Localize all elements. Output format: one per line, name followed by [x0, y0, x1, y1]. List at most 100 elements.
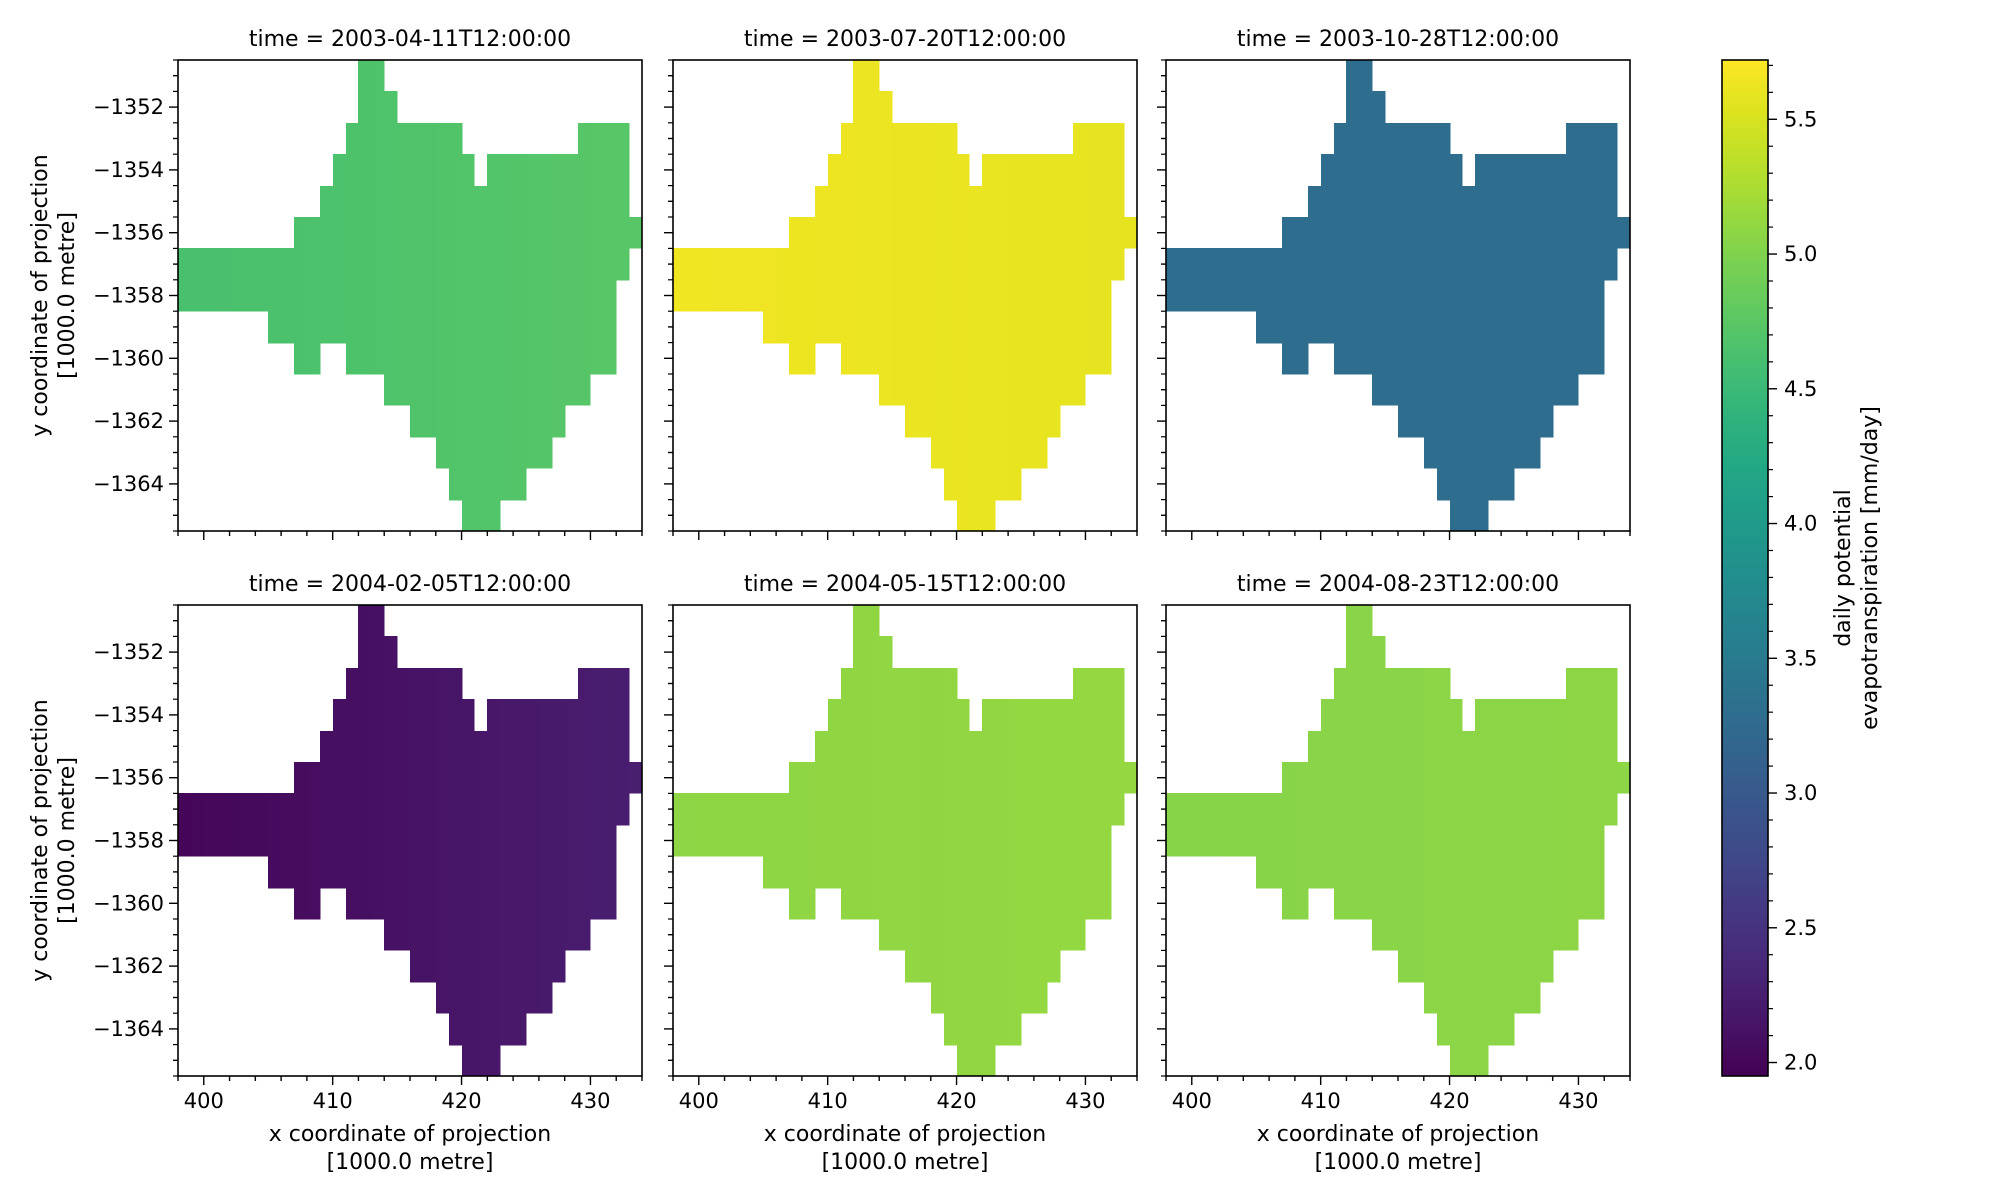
heatmap-cell [565, 888, 579, 920]
heatmap-cell [931, 154, 945, 187]
heatmap-cell [590, 123, 604, 155]
heatmap-cell [995, 1013, 1009, 1046]
heatmap-cell [1398, 217, 1412, 249]
heatmap-cell [1321, 825, 1335, 857]
heatmap-cell [1411, 919, 1425, 951]
heatmap-cell [552, 374, 566, 406]
heatmap-cell [737, 793, 751, 826]
heatmap-cell [1085, 154, 1099, 187]
heatmap-cell [995, 982, 1009, 1014]
heatmap-cell [487, 248, 501, 281]
heatmap-cell [268, 856, 282, 889]
heatmap-cell [539, 186, 553, 218]
heatmap-cell [1334, 311, 1347, 344]
heatmap-cell [423, 919, 437, 951]
heatmap-cell [487, 856, 501, 889]
heatmap-cell [1578, 217, 1592, 249]
heatmap-cell [603, 668, 617, 700]
heatmap-cell [539, 311, 553, 344]
heatmap-cell [487, 186, 501, 218]
heatmap-cell [1437, 668, 1451, 700]
heatmap-cell [590, 668, 604, 700]
heatmap-cell [1098, 217, 1112, 249]
heatmap-cell [423, 154, 437, 187]
heatmap-cell [436, 731, 450, 763]
heatmap-cell [879, 91, 893, 124]
heatmap-cell [1334, 888, 1347, 920]
heatmap-cell [1411, 374, 1425, 406]
heatmap-cell [957, 1013, 970, 1046]
heatmap-cell [384, 248, 398, 281]
heatmap-cell [1411, 154, 1425, 187]
heatmap-cell [616, 668, 630, 700]
heatmap-cell [1334, 825, 1347, 857]
heatmap-cell [866, 280, 880, 312]
heatmap-cell [1437, 280, 1451, 312]
heatmap-cell [1566, 825, 1579, 857]
heatmap-cell [1604, 762, 1618, 794]
heatmap-cell [578, 311, 591, 344]
heatmap-cell [879, 731, 893, 763]
heatmap-cell [1060, 699, 1074, 732]
heatmap-cell [750, 825, 764, 857]
heatmap-cell [815, 825, 829, 857]
heatmap-cell [603, 343, 617, 375]
heatmap-cell [1346, 217, 1360, 249]
heatmap-cell [866, 154, 880, 187]
heatmap-cell [578, 186, 591, 218]
heatmap-cell [1424, 668, 1438, 700]
heatmap-cell [526, 280, 540, 312]
heatmap-cell [879, 636, 893, 669]
heatmap-cell [513, 888, 527, 920]
heatmap-cell [1462, 374, 1476, 406]
heatmap-cell [358, 636, 372, 669]
heatmap-cell [1591, 248, 1605, 281]
heatmap-cell [1205, 248, 1219, 281]
heatmap-cell [1604, 793, 1618, 826]
heatmap-cell [1308, 731, 1322, 763]
heatmap-cell [866, 636, 880, 669]
heatmap-cell [815, 762, 829, 794]
colorbar-tick-label: 4.5 [1784, 377, 1817, 401]
heatmap-cell [918, 668, 932, 700]
heatmap-cell [1501, 405, 1515, 438]
heatmap-cell [552, 825, 566, 857]
heatmap-cell [686, 825, 700, 857]
heatmap-cell [578, 919, 591, 951]
heatmap-cell [320, 731, 334, 763]
heatmap-cell [1192, 248, 1206, 281]
heatmap-cell [436, 982, 450, 1014]
heatmap-cell [578, 217, 591, 249]
heatmap-cell [1073, 154, 1086, 187]
heatmap-cell [1359, 668, 1373, 700]
heatmap-cell [1073, 856, 1086, 889]
heatmap-cell [1527, 825, 1541, 857]
heatmap-cell [1385, 374, 1399, 406]
heatmap-cell [918, 950, 932, 983]
heatmap-cell [1566, 919, 1579, 951]
heatmap-cell [1501, 982, 1515, 1014]
heatmap-cell [1475, 1013, 1489, 1046]
heatmap-cell [1385, 343, 1399, 375]
heatmap-cell [1566, 668, 1579, 700]
heatmap-cell [397, 280, 411, 312]
heatmap-cell [1398, 919, 1412, 951]
heatmap-cell [1359, 248, 1373, 281]
heatmap-cell [1540, 154, 1554, 187]
heatmap-cell [982, 343, 996, 375]
heatmap-cell [500, 437, 514, 469]
heatmap-cell [1450, 762, 1463, 794]
heatmap-cell [905, 856, 919, 889]
heatmap-cell [1450, 856, 1463, 889]
heatmap-cell [307, 856, 321, 889]
heatmap-cell [995, 405, 1009, 438]
heatmap-cell [462, 500, 475, 532]
heatmap-cell [552, 186, 566, 218]
heatmap-cell [892, 762, 906, 794]
heatmap-cell [552, 405, 566, 438]
heatmap-cell [500, 856, 514, 889]
heatmap-cell [1346, 123, 1360, 155]
heatmap-cell [1034, 343, 1048, 375]
